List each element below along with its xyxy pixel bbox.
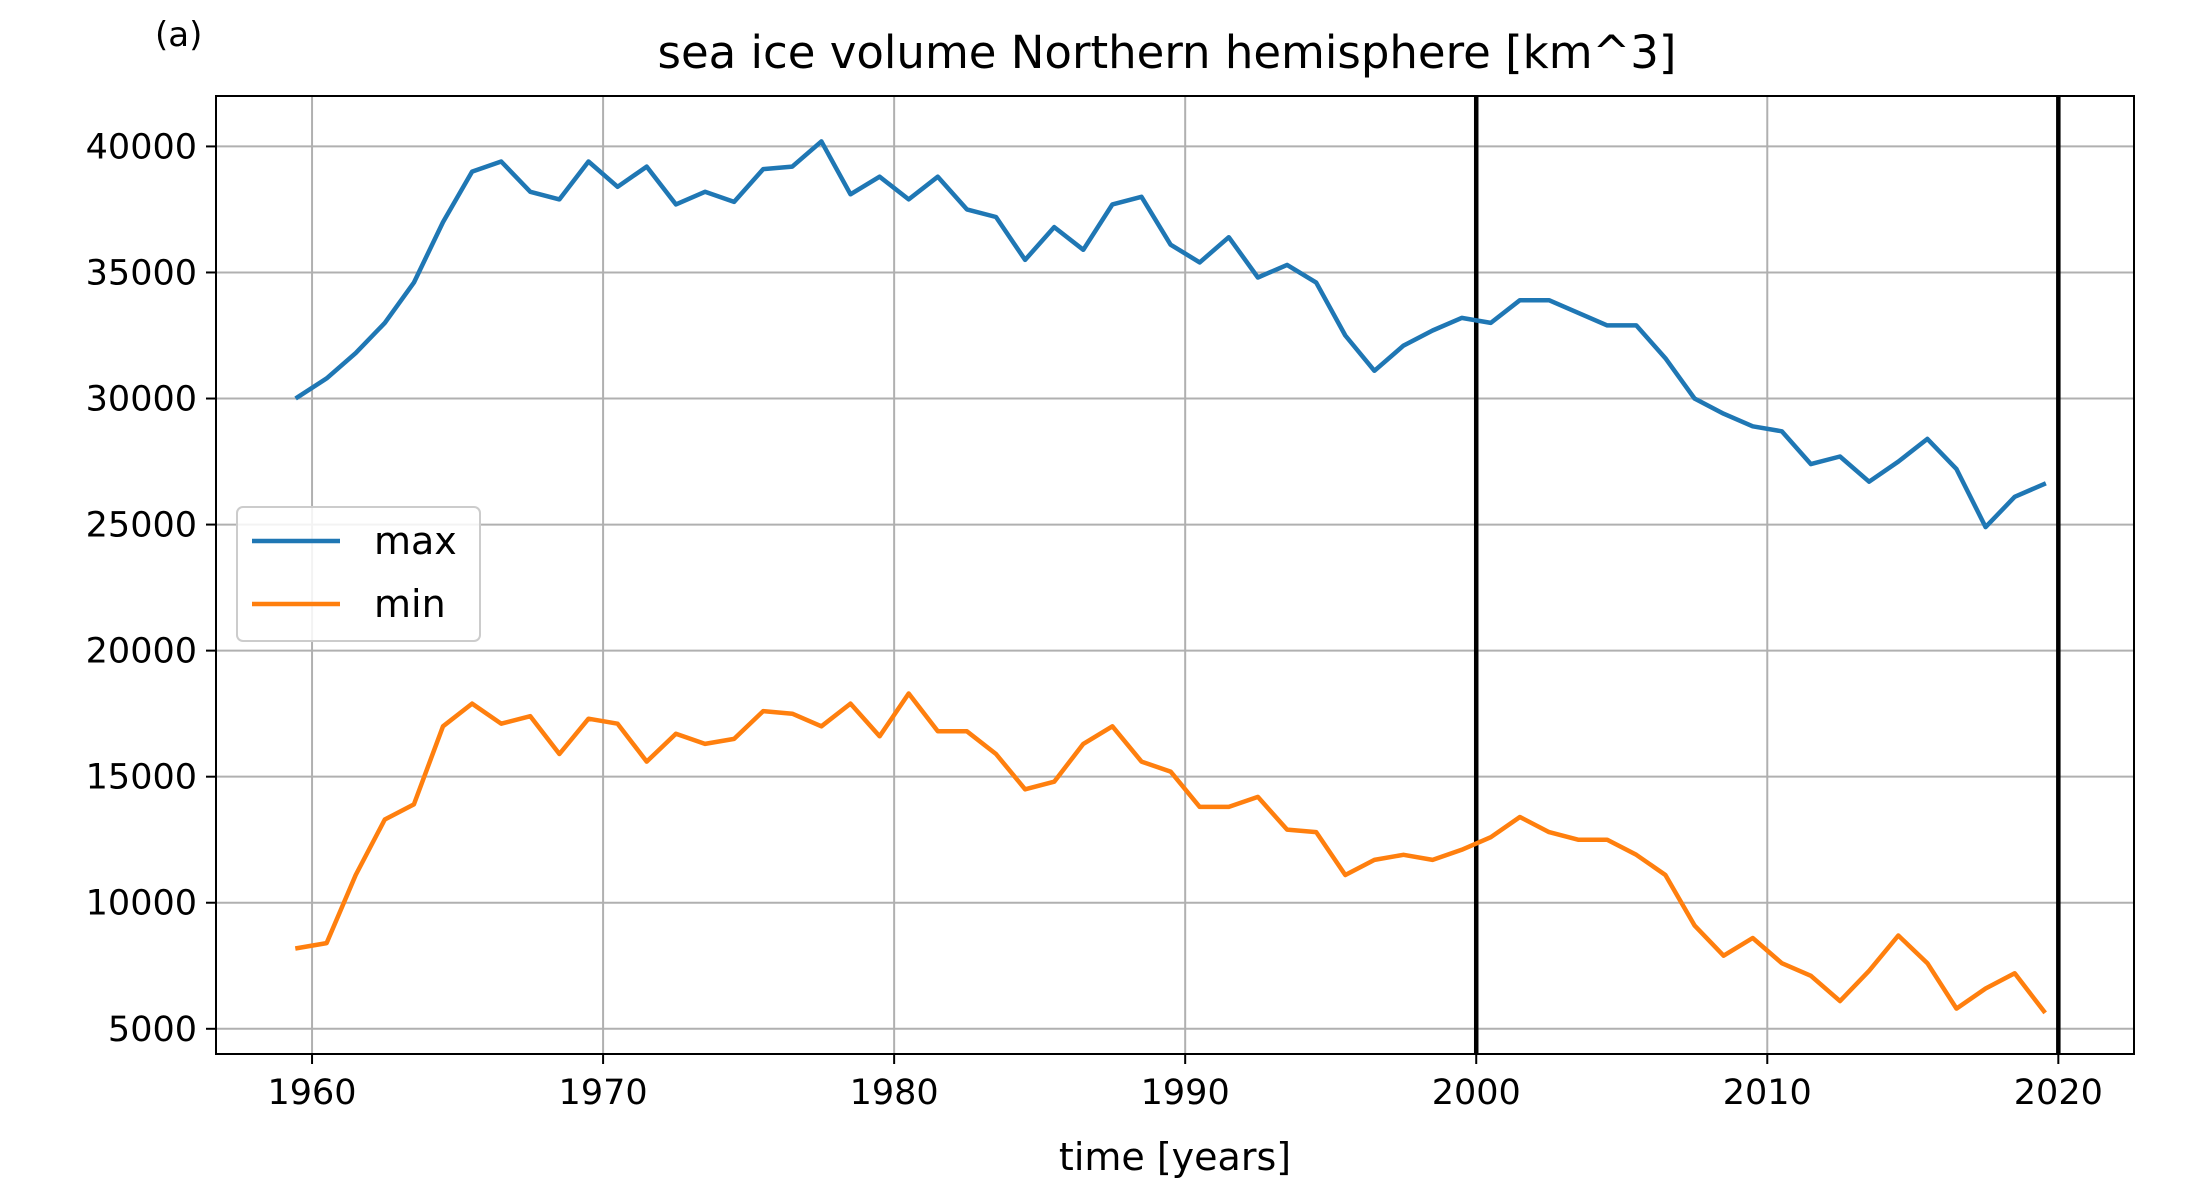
y-tick-label: 40000 — [86, 127, 197, 167]
x-tick-label: 2000 — [1432, 1073, 1521, 1113]
series-line-min — [294, 691, 2047, 1015]
x-axis-ticks: 1960 1970 1980 1990 2000 2010 2020 — [268, 1054, 2103, 1113]
y-axis-ticks: 5000 10000 15000 20000 25000 30000 35000 40000 — [86, 127, 216, 1050]
x-axis-label: time [years] — [1059, 1135, 1291, 1179]
x-tick-label: 1980 — [850, 1073, 939, 1113]
vertical-reference-lines — [1473, 96, 2061, 1054]
y-tick-label: 35000 — [86, 253, 197, 293]
x-tick-label: 2020 — [2014, 1073, 2103, 1113]
y-tick-label: 20000 — [86, 632, 197, 672]
y-tick-label: 5000 — [108, 1010, 197, 1050]
legend-label-max: max — [374, 519, 457, 563]
y-tick-label: 15000 — [86, 758, 197, 798]
x-tick-label: 1970 — [559, 1073, 648, 1113]
legend-label-min: min — [374, 582, 446, 626]
legend: max min — [236, 506, 481, 642]
y-tick-label: 10000 — [86, 884, 197, 924]
y-tick-label: 30000 — [86, 380, 197, 420]
x-tick-label: 1990 — [1141, 1073, 1230, 1113]
chart-title: sea ice volume Northern hemisphere [km^3… — [658, 26, 1677, 79]
x-tick-label: 2010 — [1723, 1073, 1812, 1113]
y-tick-label: 25000 — [86, 506, 197, 546]
series-lines — [294, 139, 2047, 1015]
series-line-max — [294, 139, 2047, 530]
panel-label: (a) — [155, 15, 202, 55]
x-tick-label: 1960 — [268, 1073, 357, 1113]
plot-frame — [215, 95, 2135, 1055]
